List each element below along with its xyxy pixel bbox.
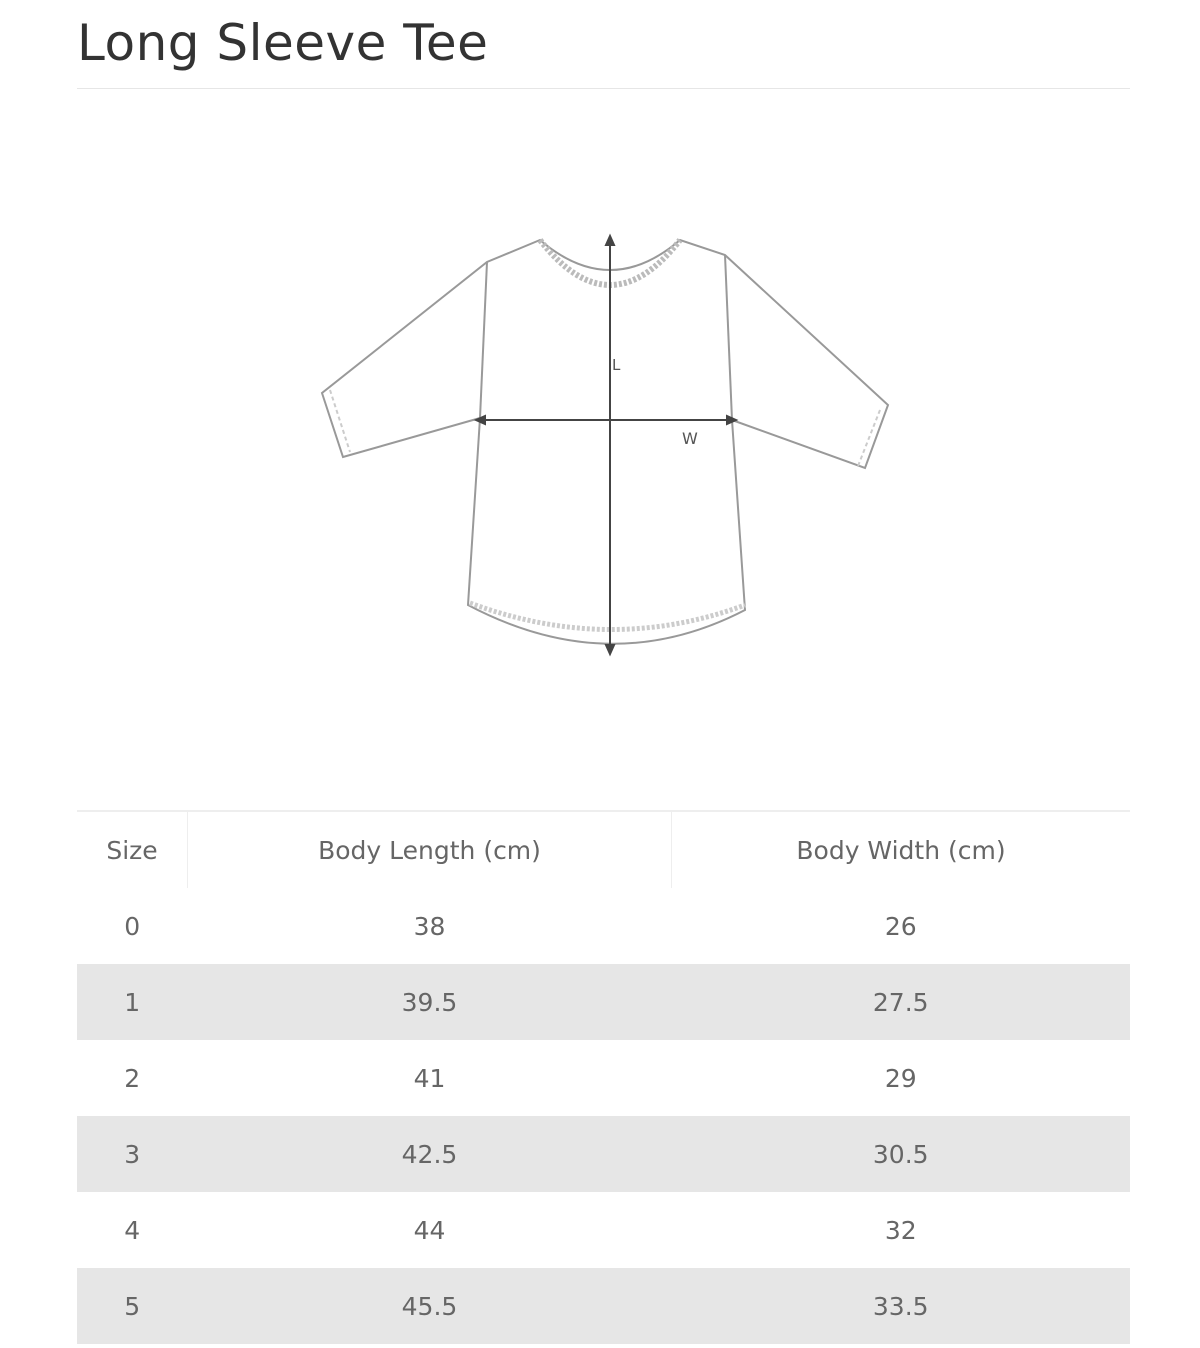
body-width-cell: 30.5: [671, 1116, 1130, 1192]
table-row: 1 39.5 27.5: [77, 964, 1130, 1040]
table-row: 5 45.5 33.5: [77, 1268, 1130, 1344]
body-length-cell: 39.5: [187, 964, 672, 1040]
body-width-cell: 29: [884, 1063, 917, 1093]
body-width-cell: 32: [884, 1215, 917, 1245]
cuff-left: [329, 389, 351, 453]
body-length-cell: 42.5: [187, 1116, 672, 1192]
table-row: 3 42.5 30.5: [77, 1116, 1130, 1192]
header-body-length: Body Length (cm): [187, 811, 672, 888]
hem-band: [469, 600, 746, 632]
body-width-cell: 33.5: [671, 1268, 1130, 1344]
table-row: 4 44 32: [77, 1192, 1130, 1268]
table-header-row: Size Body Length (cm) Body Width (cm): [77, 811, 1130, 888]
size-cell: 1: [77, 964, 188, 1040]
size-cell: 4: [124, 1215, 141, 1245]
body-width-cell: 27.5: [671, 964, 1130, 1040]
body-length-cell: 44: [413, 1215, 446, 1245]
body-length-cell: 45.5: [187, 1268, 672, 1344]
size-diagram-tee: L W: [320, 233, 890, 657]
page-title: Long Sleeve Tee: [77, 14, 489, 72]
size-chart-table: Size Body Length (cm) Body Width (cm) 0 3…: [77, 810, 1130, 1344]
cuff-right: [857, 409, 881, 467]
body-width-cell: 26: [884, 911, 917, 941]
table-row: 0 38 26: [77, 888, 1130, 964]
table-row: 2 41 29: [77, 1040, 1130, 1116]
header-size: Size: [106, 835, 158, 865]
sleeve-seam-right: [724, 254, 733, 421]
width-label: W: [682, 429, 698, 448]
size-cell: 5: [77, 1268, 188, 1344]
divider: [77, 88, 1130, 89]
body-length-cell: 41: [413, 1063, 446, 1093]
body-length-cell: 38: [413, 911, 446, 941]
length-label: L: [612, 356, 621, 374]
size-cell: 2: [124, 1063, 141, 1093]
size-cell: 3: [77, 1116, 188, 1192]
size-cell: 0: [124, 911, 141, 941]
shirt-outline: [320, 238, 890, 645]
header-body-width: Body Width (cm): [671, 811, 1130, 888]
sleeve-seam-left: [479, 261, 488, 419]
